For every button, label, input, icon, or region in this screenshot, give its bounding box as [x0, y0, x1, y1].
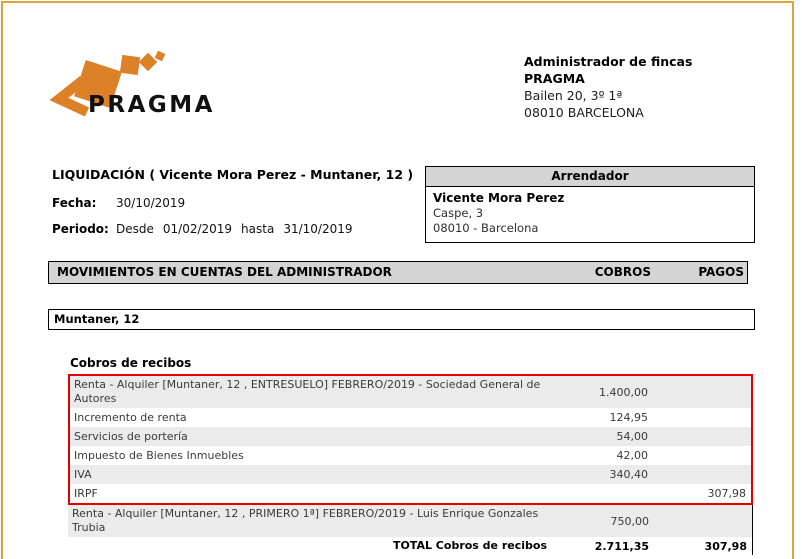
arrendador-address-line: 08010 - Barcelona [433, 221, 539, 235]
fecha-label: Fecha: [52, 196, 97, 210]
table-row: Incremento de renta 124,95 [70, 408, 751, 427]
sender-line: 08010 BARCELONA [524, 105, 644, 120]
periodo-label: Periodo: [52, 222, 109, 236]
document-title: LIQUIDACIÓN ( Vicente Mora Perez - Munta… [52, 167, 414, 182]
sender-address-block: Administrador de fincas PRAGMA Bailen 20… [524, 53, 692, 121]
row-description: Servicios de portería [74, 429, 188, 443]
arrendador-box-title: Arrendador [426, 167, 754, 187]
highlight-region: Renta - Alquiler [Muntaner, 12 , ENTRESU… [68, 374, 753, 505]
table-row: IVA 340,40 [70, 465, 751, 484]
section-bar-title: MOVIMIENTOS EN CUENTAS DEL ADMINISTRADOR [57, 265, 392, 279]
row-description: IVA [74, 467, 92, 481]
pragma-logo: PRAGMA [50, 50, 215, 118]
row-description: Renta - Alquiler [Muntaner, 12 , ENTRESU… [74, 378, 541, 405]
row-pagos-value: 307,98 [707, 487, 747, 500]
total-pagos-value: 307,98 [704, 539, 747, 553]
movements-section-bar: MOVIMIENTOS EN CUENTAS DEL ADMINISTRADOR… [48, 261, 748, 284]
row-cobros-value: 54,00 [616, 430, 649, 443]
total-row: TOTAL Cobros de recibos 2.711,35 307,98 [68, 537, 752, 555]
row-cobros-value: 124,95 [609, 411, 649, 424]
periodo-desde-date: 01/02/2019 [162, 222, 233, 236]
property-box: Muntaner, 12 [48, 309, 755, 330]
recibos-table: Renta - Alquiler [Muntaner, 12 , ENTRESU… [68, 374, 753, 555]
row-description: IRPF [74, 486, 98, 500]
row-description: Incremento de renta [74, 410, 187, 424]
total-cobros-value: 2.711,35 [594, 539, 649, 553]
arrendador-box-body: Vicente Mora Perez Caspe, 3 08010 - Barc… [426, 187, 754, 242]
column-header-cobros: COBROS [594, 265, 651, 279]
table-row: Servicios de portería 54,00 [70, 427, 751, 446]
periodo-desde-label: Desde [116, 222, 154, 236]
column-header-pagos: PAGOS [698, 265, 744, 279]
arrendador-address-line: Caspe, 3 [433, 206, 484, 220]
logo-squares-icon [74, 50, 166, 108]
arrendador-box: Arrendador Vicente Mora Perez Caspe, 3 0… [425, 166, 755, 243]
fecha-value: 30/10/2019 [116, 196, 186, 210]
row-cobros-value: 1.400,00 [599, 385, 648, 399]
sender-line: Bailen 20, 3º 1ª [524, 88, 623, 103]
row-description: Renta - Alquiler [Muntaner, 12 , PRIMERO… [72, 507, 539, 534]
logo-brand-text: PRAGMA [88, 92, 215, 118]
sender-line: Administrador de fincas [524, 54, 693, 69]
row-cobros-value: 42,00 [616, 449, 649, 462]
row-cobros-value: 340,40 [609, 468, 649, 481]
logo-check-icon [50, 76, 90, 117]
table-row: Impuesto de Bienes Inmuebles 42,00 [70, 446, 751, 465]
total-label: TOTAL Cobros de recibos [392, 539, 547, 552]
table-row: Renta - Alquiler [Muntaner, 12 , PRIMERO… [68, 505, 752, 537]
row-description: Impuesto de Bienes Inmuebles [74, 448, 244, 462]
row-cobros-value: 750,00 [610, 514, 650, 528]
periodo-hasta-label: hasta [241, 222, 275, 236]
periodo-value: Desde 01/02/2019 hasta 31/10/2019 [116, 222, 353, 236]
table-row: Renta - Alquiler [Muntaner, 12 , ENTRESU… [70, 376, 751, 408]
table-tail: Renta - Alquiler [Muntaner, 12 , PRIMERO… [68, 505, 753, 555]
periodo-hasta-date: 31/10/2019 [283, 222, 353, 236]
sender-line: PRAGMA [524, 71, 585, 86]
recibos-heading: Cobros de recibos [70, 356, 192, 370]
table-row: IRPF 307,98 [70, 484, 751, 503]
arrendador-name: Vicente Mora Perez [433, 191, 565, 205]
